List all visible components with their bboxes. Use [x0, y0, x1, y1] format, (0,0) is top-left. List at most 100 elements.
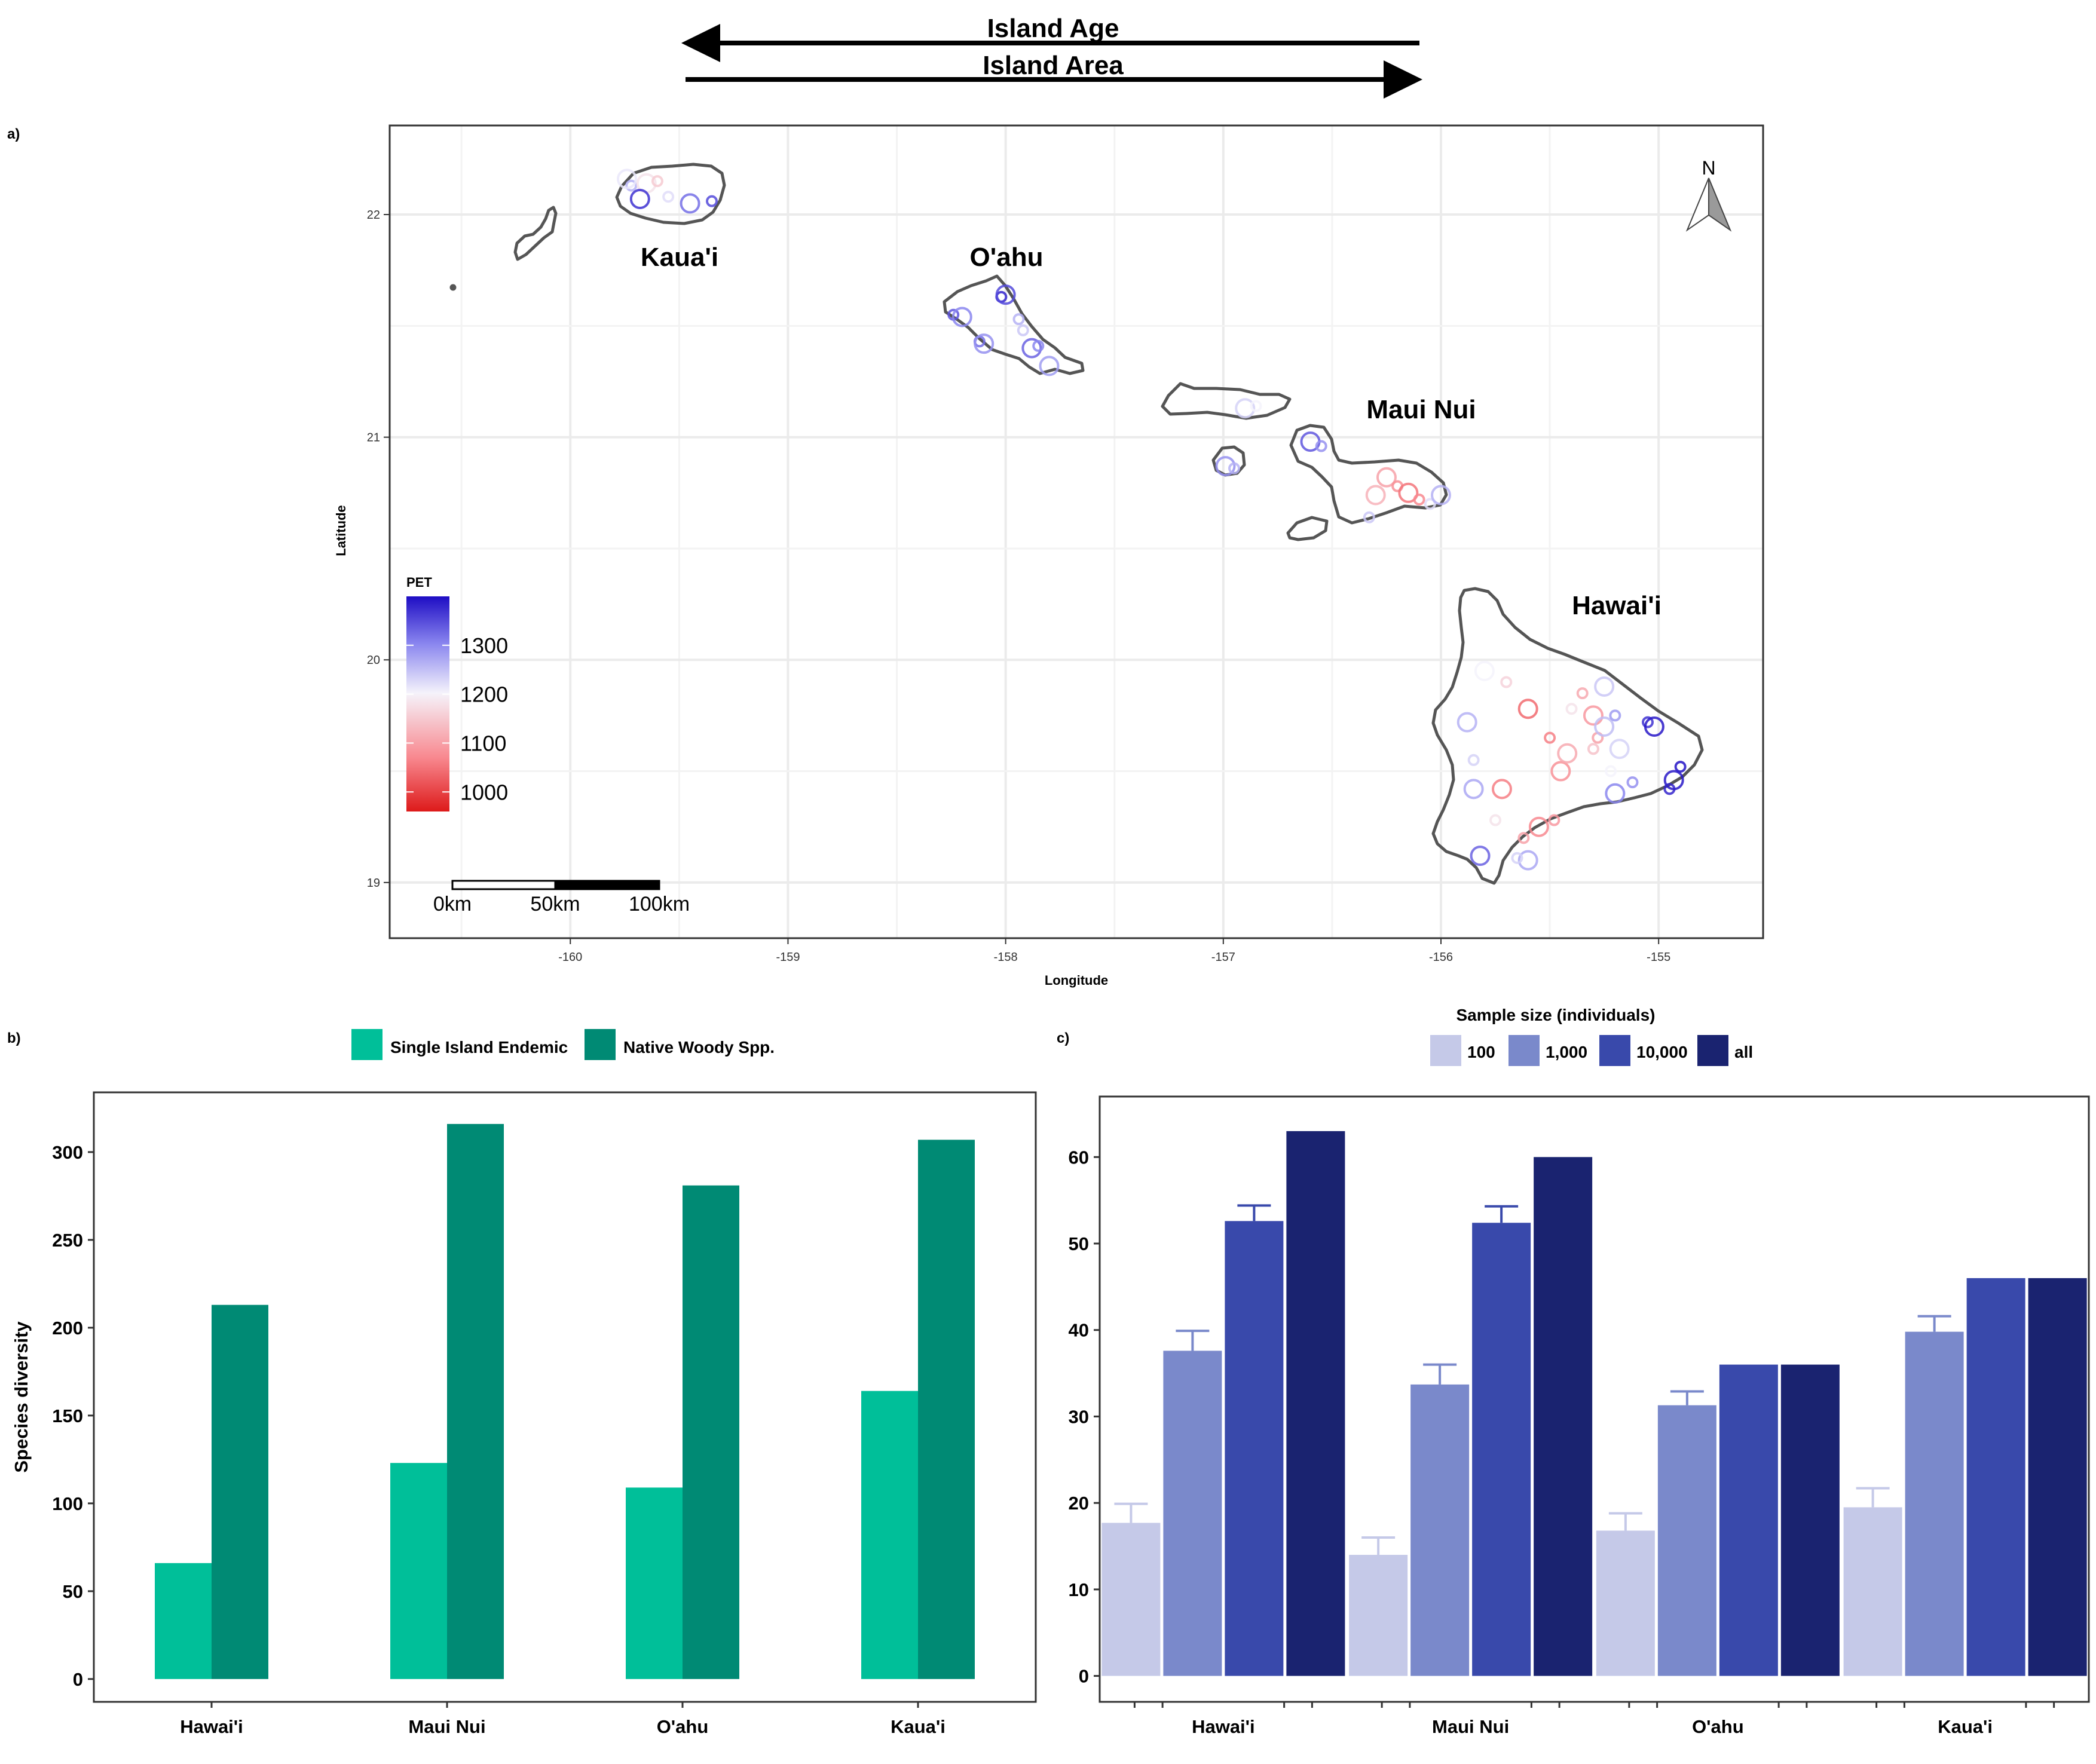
- map-point: [1609, 709, 1621, 722]
- map-point: [1039, 356, 1060, 376]
- panel-label-c: c): [1057, 1030, 1069, 1046]
- map-point: [1017, 324, 1029, 336]
- chart-b-xtick-label: Maui Nui: [408, 1716, 485, 1737]
- chart-c-legend-label: all: [1734, 1043, 1753, 1061]
- map-axis-ticks: -160 -159 -158 -157 -156 -155 22 21 20 19: [367, 209, 1670, 964]
- map-panel: Kaua'i O'ahu Maui Nui Hawai'i N PET 1300…: [333, 124, 1764, 988]
- map-point: [1228, 462, 1241, 474]
- chart-c-legend-label: 1,000: [1546, 1043, 1587, 1061]
- island-label-maui-nui: Maui Nui: [1366, 395, 1476, 424]
- scale-label-100: 100km: [629, 893, 690, 915]
- chart-b-ytick-label: 250: [52, 1230, 83, 1251]
- kauai-outline: [615, 163, 726, 225]
- map-point: [1550, 761, 1571, 782]
- map-point: [1626, 776, 1639, 789]
- map-point: [1663, 783, 1676, 795]
- chart-c-legend-label: 10,000: [1636, 1043, 1688, 1061]
- map-point: [1557, 743, 1578, 764]
- pet-legend-title: PET: [406, 575, 432, 590]
- pet-tick-label: 1300: [460, 633, 508, 658]
- map-xtick-label: -157: [1211, 951, 1235, 964]
- hawaii-outline: [1431, 587, 1704, 885]
- chart-b-bar: [683, 1185, 739, 1679]
- legend-label-native-woody: Native Woody Spp.: [623, 1038, 775, 1056]
- map-point: [1474, 660, 1495, 681]
- chart-c-legend-swatch: [1430, 1035, 1461, 1066]
- map-frame: [388, 124, 1764, 939]
- legend-swatch-single-island-endemic: [351, 1029, 383, 1060]
- chart-b-ytick-label: 50: [63, 1581, 83, 1602]
- chart-b-ytick-label: 0: [73, 1669, 83, 1690]
- chart-b-bar: [212, 1304, 268, 1679]
- chart-c-bar: [1472, 1223, 1531, 1676]
- map-ytick-label: 19: [367, 877, 380, 890]
- chart-c-bar: [1966, 1278, 2025, 1676]
- map-point: [1398, 482, 1419, 503]
- maui-outline: [1289, 424, 1448, 525]
- chart-c-legend-swatch: [1697, 1035, 1728, 1066]
- chart-c-xtick-label: O'ahu: [1692, 1716, 1744, 1737]
- map-point: [662, 191, 675, 203]
- chart-b-content: 0 50 100 150 200 250 300 Hawai'i Maui Nui O'ahu Ka…: [52, 1123, 975, 1737]
- chart-c-bar: [1225, 1221, 1284, 1676]
- map-point: [1365, 485, 1386, 506]
- legend-swatch-native-woody: [585, 1029, 616, 1060]
- pet-colorbar: [406, 596, 449, 811]
- map-point: [1517, 850, 1538, 871]
- island-outlines: [449, 163, 1704, 885]
- map-point: [629, 188, 650, 209]
- map-point: [1517, 699, 1538, 719]
- map-point: [1583, 705, 1604, 726]
- map-point: [1431, 485, 1452, 506]
- chart-c-bar: [1534, 1157, 1593, 1676]
- molokai-outline: [1161, 382, 1292, 420]
- map-ytick-label: 22: [367, 209, 380, 222]
- map-xtick-label: -158: [994, 951, 1018, 964]
- chart-species-diversity: Single Island Endemic Native Woody Spp. …: [11, 1029, 1037, 1737]
- map-xtick-label: -155: [1647, 951, 1670, 964]
- map-point: [1594, 676, 1615, 697]
- scale-label-50: 50km: [530, 893, 580, 915]
- map-point: [1576, 687, 1589, 700]
- chart-c-bar: [1596, 1530, 1655, 1676]
- map-point: [1235, 398, 1256, 419]
- chart-c-xtick-label: Maui Nui: [1432, 1716, 1509, 1737]
- north-arrow-icon: N: [1685, 157, 1732, 232]
- map-point: [1021, 338, 1042, 359]
- chart-c-bar: [1286, 1131, 1345, 1676]
- chart-c-bar: [1657, 1405, 1716, 1676]
- north-label: N: [1702, 157, 1715, 179]
- map-point: [1457, 712, 1477, 733]
- map-point: [1641, 716, 1654, 728]
- scale-bar-white: [451, 880, 556, 890]
- island-label-oahu: O'ahu: [970, 243, 1044, 272]
- map-point: [680, 193, 700, 214]
- map-point: [1565, 703, 1578, 715]
- map-point: [1032, 339, 1045, 352]
- chart-b-ytick-label: 300: [52, 1142, 83, 1163]
- map-point: [1609, 739, 1630, 760]
- chart-c-bar: [1780, 1364, 1840, 1676]
- legend-label-single-island-endemic: Single Island Endemic: [390, 1038, 568, 1056]
- map-point: [1587, 743, 1599, 755]
- map-point: [705, 195, 718, 207]
- chart-c-bar: [2028, 1278, 2087, 1676]
- oahu-outline: [943, 274, 1085, 375]
- map-point: [1363, 511, 1375, 523]
- map-xtick-label: -159: [776, 951, 800, 964]
- chart-b-xtick-label: O'ahu: [657, 1716, 709, 1737]
- chart-c-bar: [1101, 1523, 1161, 1676]
- map-point: [1489, 814, 1502, 826]
- chart-b-ylabel: Species diversity: [11, 1321, 32, 1473]
- chart-c-legend-swatch: [1508, 1035, 1540, 1066]
- panel-label-b: b): [7, 1030, 21, 1046]
- map-point: [1500, 676, 1513, 688]
- map-point: [625, 179, 638, 192]
- map-point: [1467, 754, 1480, 766]
- kahoolawe-outline: [1286, 516, 1329, 541]
- chart-c-bar: [1163, 1350, 1222, 1676]
- chart-c-ytick-label: 30: [1069, 1406, 1089, 1427]
- map-point: [1644, 716, 1664, 737]
- chart-b-ytick-label: 100: [52, 1493, 83, 1514]
